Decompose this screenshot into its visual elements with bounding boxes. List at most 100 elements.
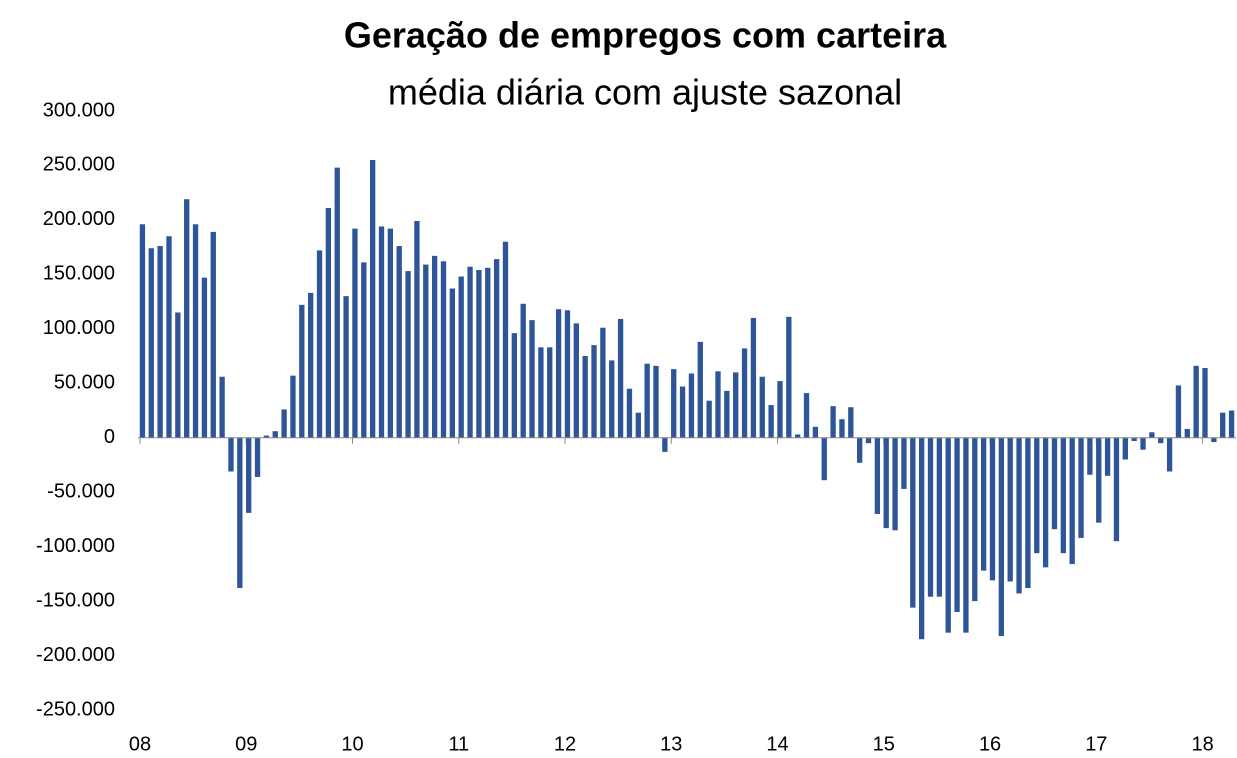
bar (1051, 437, 1058, 530)
bar (688, 373, 695, 438)
bar (1104, 437, 1111, 476)
bar (733, 372, 739, 438)
bar (529, 320, 535, 438)
bar (467, 266, 473, 438)
bar (1220, 412, 1226, 438)
bar (1060, 437, 1066, 554)
bar (591, 345, 597, 438)
bar (175, 312, 181, 438)
bar (573, 323, 579, 438)
bar (1042, 437, 1049, 568)
bar (1113, 437, 1120, 542)
bar (1034, 437, 1040, 554)
bar (972, 437, 978, 602)
bar (582, 356, 588, 438)
bar (263, 435, 270, 438)
bar (609, 360, 615, 438)
y-tick-label: 250.000 (43, 154, 115, 176)
y-tick-label: -50.000 (47, 480, 115, 502)
bar (741, 348, 748, 438)
bar (184, 199, 190, 438)
x-tick-label: 16 (979, 733, 1001, 755)
bar (431, 255, 438, 438)
bar (600, 327, 606, 438)
bar (157, 246, 163, 438)
bar (768, 405, 774, 438)
bar (635, 412, 641, 438)
bar (139, 224, 146, 438)
bar (883, 437, 889, 529)
bar (148, 248, 154, 438)
bar (192, 224, 199, 438)
bar (387, 228, 394, 438)
bar (865, 437, 872, 444)
bar (378, 226, 385, 438)
bar (910, 437, 916, 608)
bar (538, 347, 544, 438)
bar (706, 400, 712, 438)
x-tick-label: 11 (448, 733, 469, 755)
bar (989, 437, 996, 581)
bar (830, 406, 836, 438)
bar (547, 347, 553, 438)
bar (874, 437, 881, 514)
bar (511, 333, 517, 438)
bar (644, 363, 650, 438)
bar (617, 319, 624, 438)
bar (857, 437, 863, 463)
bar (1140, 437, 1146, 450)
bar (786, 316, 792, 438)
bar (1211, 437, 1217, 443)
y-tick-label: 100.000 (43, 317, 115, 339)
chart-subtitle: média diária com ajuste sazonal (388, 72, 902, 113)
bar (520, 303, 526, 438)
bar (750, 317, 757, 438)
bar (290, 375, 296, 438)
bar (237, 437, 243, 589)
bar (369, 160, 376, 438)
bar (653, 365, 659, 438)
bar (821, 437, 827, 481)
bar (316, 250, 323, 438)
bar (839, 419, 845, 438)
bar (414, 220, 420, 438)
bar (812, 426, 819, 438)
bar (803, 393, 810, 438)
bar (228, 437, 234, 472)
bar (502, 241, 509, 438)
bar (1158, 437, 1164, 444)
bar (1078, 437, 1084, 538)
bar (325, 207, 332, 438)
y-tick-label: 200.000 (43, 208, 115, 230)
bar (555, 309, 562, 438)
bar (361, 262, 367, 438)
x-tick-label: 12 (554, 733, 576, 755)
bar (1175, 385, 1182, 438)
bar (777, 381, 783, 438)
bar (1087, 437, 1093, 475)
bar (671, 369, 677, 438)
bar (299, 304, 305, 438)
bar (1016, 437, 1022, 594)
bar (219, 376, 225, 438)
bar (396, 246, 402, 438)
bar (440, 261, 447, 438)
bar (1122, 437, 1128, 460)
bar (254, 437, 261, 477)
bar (308, 292, 314, 438)
bar (1193, 365, 1199, 438)
bar (1228, 410, 1235, 438)
bar (352, 228, 358, 438)
bar (493, 259, 500, 438)
bar (210, 231, 216, 438)
bar (724, 390, 730, 438)
bar (980, 437, 987, 571)
y-tick-label: -100.000 (36, 535, 115, 557)
bar (795, 434, 801, 438)
bar (1069, 437, 1075, 565)
bar (334, 167, 340, 438)
bar (405, 271, 411, 438)
bar (1166, 437, 1173, 472)
x-tick-label: 13 (660, 733, 682, 755)
